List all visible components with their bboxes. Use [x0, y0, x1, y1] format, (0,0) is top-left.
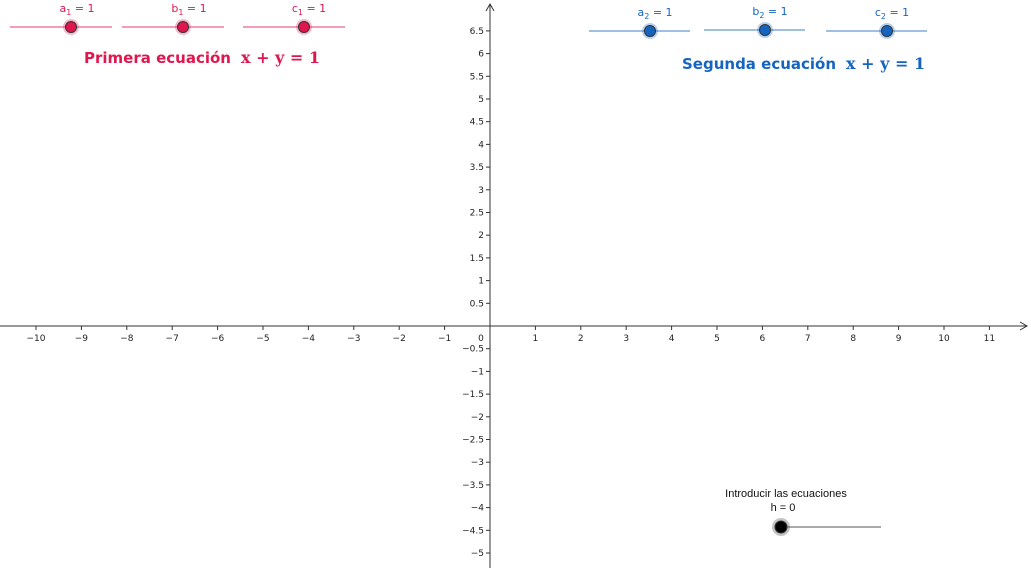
x-tick-label: −9 [75, 334, 89, 344]
y-tick-label: 3.5 [470, 163, 484, 173]
y-tick-label: 6 [478, 50, 484, 60]
slider-c1[interactable] [243, 19, 345, 35]
x-tick-label: 11 [984, 334, 995, 344]
slider-b1-value: = 1 [186, 2, 207, 15]
slider-c2-handle[interactable] [881, 25, 893, 37]
slider-c1-label: c1 = 1 [292, 2, 326, 17]
equation2-text: Segunda ecuación x + y = 1 [682, 54, 925, 73]
slider-b2-label: b2 = 1 [752, 5, 787, 20]
equation1-title: Primera ecuación [84, 49, 231, 67]
y-tick-label: 6.5 [470, 27, 484, 37]
y-tick-label: −5 [471, 549, 484, 559]
x-tick-label: 5 [714, 334, 720, 344]
equation2-title: Segunda ecuación [682, 55, 837, 73]
y-tick-label: 5.5 [470, 72, 484, 82]
y-axis-arrow [485, 2, 495, 12]
x-tick-label: −5 [256, 334, 269, 344]
x-tick-label: 7 [805, 334, 811, 344]
slider-a1-handle[interactable] [65, 21, 77, 33]
slider-b2-var: b [752, 5, 760, 18]
slider-c2-var: c [874, 6, 881, 19]
x-tick-label: 10 [938, 334, 950, 344]
slider-c2-value: = 1 [889, 6, 910, 19]
x-tick-label: 3 [623, 334, 629, 344]
slider-b1-handle[interactable] [177, 21, 189, 33]
y-tick-label: −4 [471, 504, 485, 514]
x-tick-label: 1 [533, 334, 539, 344]
x-tick-label: −4 [302, 334, 316, 344]
slider-b1-sub: 1 [178, 8, 184, 18]
equation1-text: Primera ecuación x + y = 1 [84, 48, 320, 67]
y-tick-label: −3.5 [462, 481, 484, 491]
y-tick-label: −1.5 [462, 390, 484, 400]
slider-c2-label: c2 = 1 [875, 6, 909, 21]
y-tick-label: 4.5 [470, 118, 484, 128]
slider-a1-sub: 1 [66, 8, 72, 18]
slider-c1-value: = 1 [306, 2, 327, 15]
y-tick-label: 1 [478, 277, 484, 287]
slider-a2[interactable] [589, 23, 690, 39]
slider-c2-sub: 2 [880, 12, 886, 22]
slider-b2-handle[interactable] [759, 24, 771, 36]
slider-b2-sub: 2 [759, 11, 765, 21]
x-tick-label: −10 [27, 334, 46, 344]
x-tick-label: 8 [850, 334, 856, 344]
y-tick-label: 3 [478, 186, 484, 196]
slider-a2-var: a [637, 6, 645, 19]
slider-c1-var: c [291, 2, 298, 15]
x-tick-label: 0 [478, 334, 484, 344]
y-tick-label: −1 [471, 367, 484, 377]
h-slider-caption: Introducir las ecuaciones [725, 488, 847, 500]
y-tick-label: −2 [471, 413, 484, 423]
slider-a1[interactable] [10, 19, 112, 35]
y-tick-label: 5 [478, 95, 484, 105]
x-tick-label: −8 [120, 334, 134, 344]
slider-a1-label: a1 = 1 [59, 2, 94, 17]
x-tick-label: −7 [166, 334, 179, 344]
y-tick-label: 2.5 [470, 209, 484, 219]
slider-a2-handle[interactable] [644, 25, 656, 37]
y-tick-label: 4 [478, 140, 484, 150]
slider-a1-value: = 1 [74, 2, 95, 15]
slider-c1-handle[interactable] [298, 21, 310, 33]
y-tick-label: 2 [478, 231, 484, 241]
slider-c1-sub: 1 [297, 8, 303, 18]
x-tick-label: 4 [669, 334, 675, 344]
y-tick-label: −0.5 [462, 345, 484, 355]
x-tick-label: −1 [438, 334, 451, 344]
x-axis-arrow [1019, 321, 1029, 331]
slider-b1-var: b [171, 2, 179, 15]
x-tick-label: 9 [896, 334, 902, 344]
slider-a2-sub: 2 [644, 12, 650, 22]
equation2-math: x + y = 1 [846, 54, 926, 73]
slider-a2-label: a2 = 1 [637, 6, 672, 21]
slider-b1[interactable] [122, 19, 224, 35]
equation1-math: x + y = 1 [240, 48, 321, 67]
x-tick-label: −2 [393, 334, 406, 344]
y-tick-label: −3 [471, 458, 484, 468]
slider-c2[interactable] [826, 23, 927, 39]
slider-h-handle[interactable] [774, 520, 788, 534]
x-tick-label: 6 [760, 334, 766, 344]
x-tick-label: −3 [347, 334, 360, 344]
x-tick-label: −6 [211, 334, 225, 344]
x-tick-label: 2 [578, 334, 584, 344]
slider-a1-var: a [59, 2, 67, 15]
slider-h[interactable] [772, 518, 881, 536]
slider-b2[interactable] [704, 22, 805, 38]
y-tick-label: 1.5 [470, 254, 484, 264]
y-tick-label: −4.5 [462, 526, 484, 536]
y-tick-label: −2.5 [462, 436, 484, 446]
slider-a2-value: = 1 [652, 6, 673, 19]
slider-b2-value: = 1 [767, 5, 788, 18]
h-slider-label: h = 0 [770, 502, 796, 514]
y-tick-label: 0.5 [470, 299, 484, 309]
slider-b1-label: b1 = 1 [171, 2, 206, 17]
